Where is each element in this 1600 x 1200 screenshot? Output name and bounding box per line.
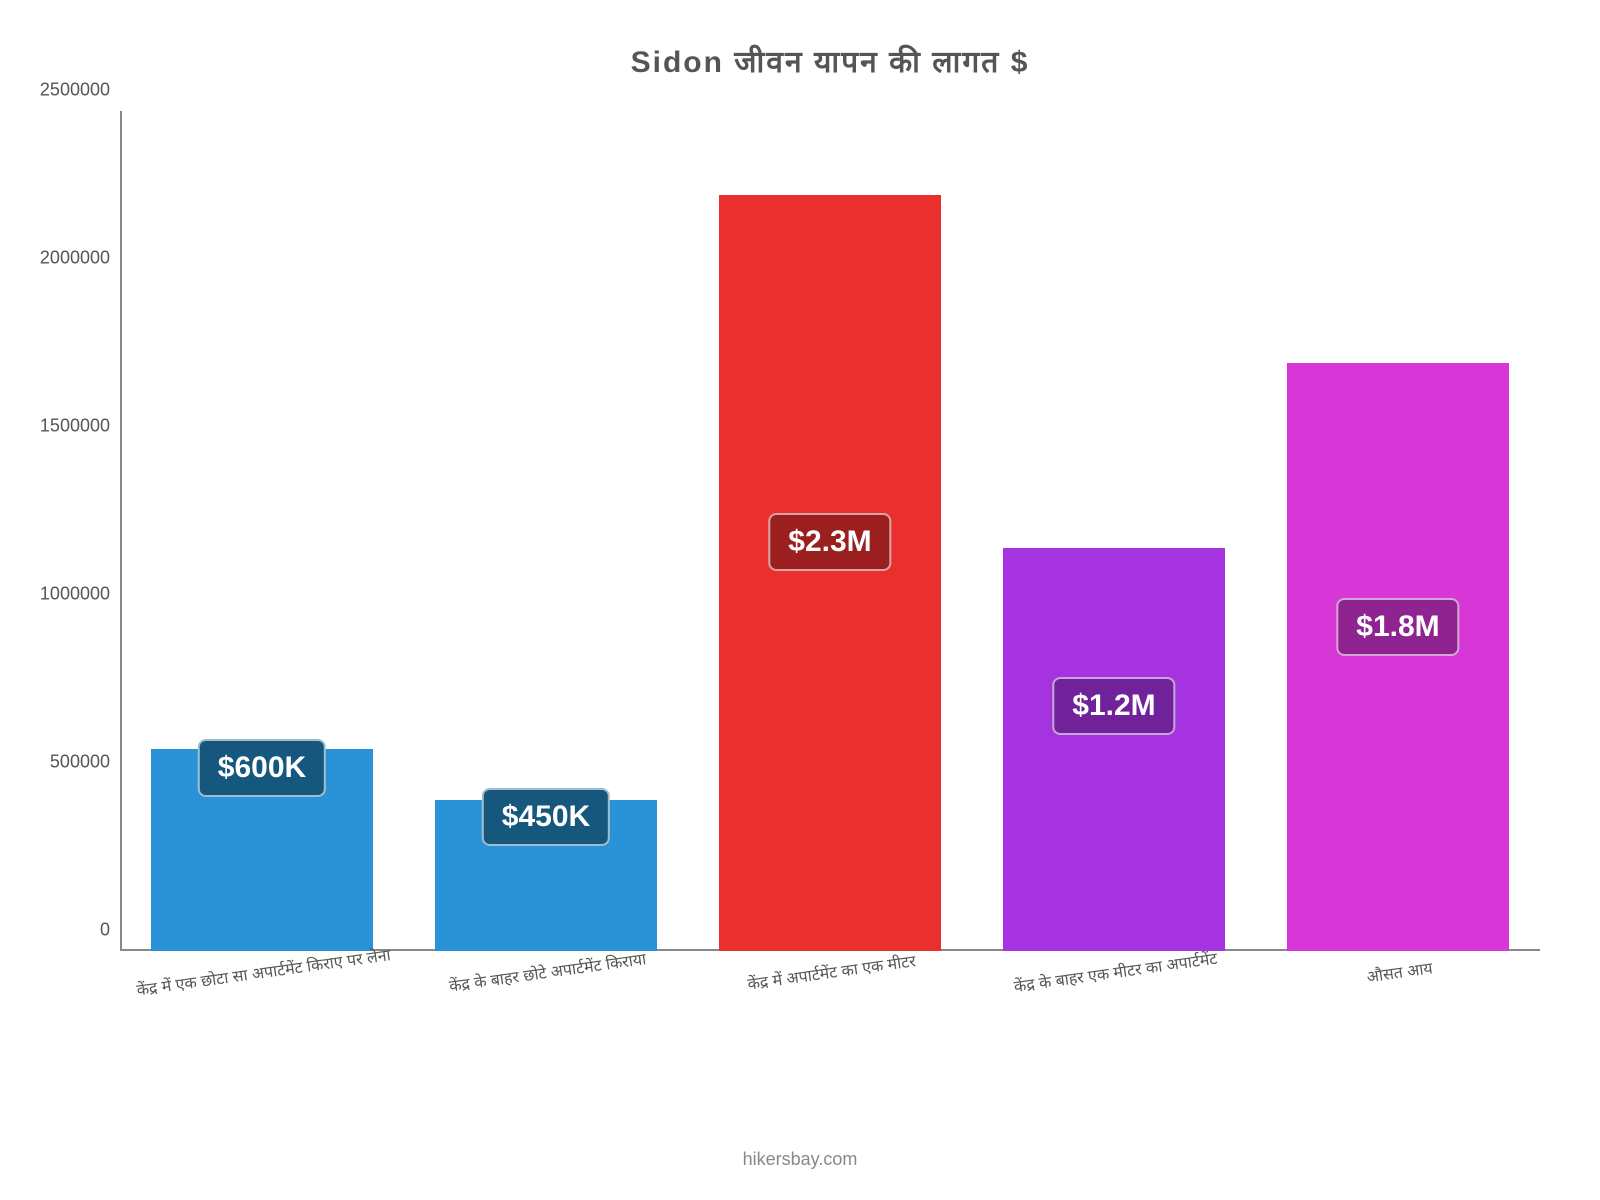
bar: $1.2M	[1003, 548, 1225, 951]
y-tick-label: 1500000	[0, 416, 110, 437]
bar-column: $1.8Mऔसत आय	[1256, 111, 1540, 951]
chart-title: Sidon जीवन यापन की लागत $	[120, 40, 1540, 81]
bar-column: $600Kकेंद्र में एक छोटा सा अपार्टमेंट कि…	[120, 111, 404, 951]
y-tick-label: 2500000	[0, 80, 110, 101]
bar-value-badge: $2.3M	[768, 513, 891, 571]
bar: $450K	[435, 800, 657, 951]
y-tick-label: 1000000	[0, 584, 110, 605]
bar-value-badge: $1.8M	[1336, 598, 1459, 656]
y-tick-label: 500000	[0, 752, 110, 773]
bar-column: $450Kकेंद्र के बाहर छोटे अपार्टमेंट किरा…	[404, 111, 688, 951]
bar-value-badge: $600K	[198, 739, 326, 797]
category-label: औसत आय	[1365, 956, 1434, 987]
bar: $1.8M	[1287, 363, 1509, 951]
category-label: केंद्र में अपार्टमेंट का एक मीटर	[746, 949, 917, 994]
bar: $600K	[151, 749, 373, 951]
category-label: केंद्र में एक छोटा सा अपार्टमेंट किराए प…	[135, 943, 392, 1000]
bar-value-badge: $450K	[482, 788, 610, 846]
category-label: केंद्र के बाहर एक मीटर का अपार्टमेंट	[1012, 947, 1218, 997]
bar: $2.3M	[719, 195, 941, 951]
category-label: केंद्र के बाहर छोटे अपार्टमेंट किराया	[448, 947, 648, 996]
plot-area: 05000001000000150000020000002500000 $600…	[120, 111, 1540, 951]
bar-column: $2.3Mकेंद्र में अपार्टमेंट का एक मीटर	[688, 111, 972, 951]
bar-value-badge: $1.2M	[1052, 677, 1175, 735]
y-tick-label: 2000000	[0, 248, 110, 269]
attribution-text: hikersbay.com	[0, 1149, 1600, 1170]
bar-column: $1.2Mकेंद्र के बाहर एक मीटर का अपार्टमें…	[972, 111, 1256, 951]
y-tick-label: 0	[0, 920, 110, 941]
chart-container: Sidon जीवन यापन की लागत $ 05000001000000…	[0, 0, 1600, 1200]
bars-row: $600Kकेंद्र में एक छोटा सा अपार्टमेंट कि…	[120, 111, 1540, 951]
